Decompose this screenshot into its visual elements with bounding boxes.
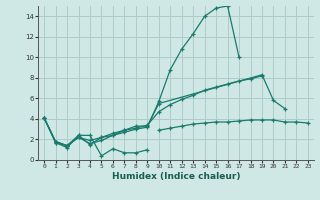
X-axis label: Humidex (Indice chaleur): Humidex (Indice chaleur): [112, 172, 240, 181]
